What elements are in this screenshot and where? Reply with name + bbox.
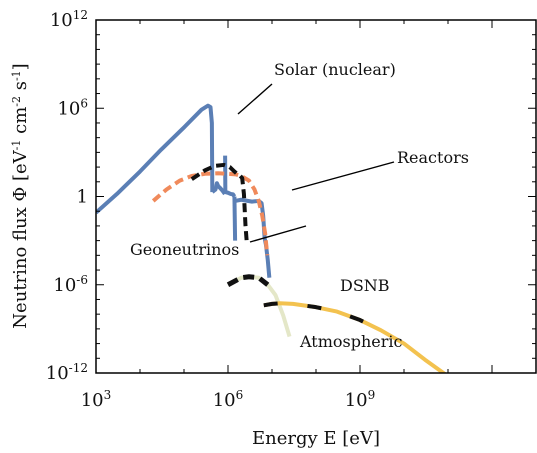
solar-nuclear-series — [96, 103, 272, 278]
geoneutrinos-annotation-arrow — [249, 225, 307, 243]
atmospheric-curve-solid-0 — [263, 301, 447, 373]
x-tick-label-0: 103 — [81, 388, 112, 411]
solar-nuclear-curve-0 — [96, 103, 215, 215]
x-axis-label: Energy E [eV] — [252, 428, 380, 449]
reactors-curve-0 — [151, 171, 270, 256]
solar-nuclear-curve-1 — [211, 181, 227, 196]
dsnb-curve-underlay-0 — [227, 274, 292, 338]
x-tick-label-2: 109 — [345, 388, 376, 411]
y-tick-label-3: 106 — [57, 96, 88, 119]
atmospheric-annotation-label: Atmospheric — [299, 332, 403, 351]
solar-annotation-label: Solar (nuclear) — [274, 60, 396, 79]
geoneutrinos-series — [190, 162, 249, 246]
atmospheric-series — [263, 301, 447, 373]
reactors-annotation-arrow — [291, 161, 395, 191]
x-tick-label-1: 106 — [213, 388, 244, 411]
y-tick-label-4: 1012 — [50, 8, 88, 31]
solar-nuclear-curve-5 — [234, 197, 272, 278]
geoneutrinos-annotation-label: Geoneutrinos — [130, 240, 239, 259]
dsnb-annotation-label: DSNB — [340, 276, 390, 295]
plot-frame — [95, 19, 537, 374]
atmospheric-curve-0 — [263, 301, 382, 333]
y-tick-label-1: 10-6 — [53, 273, 88, 296]
reactors-annotation-label: Reactors — [397, 148, 469, 167]
y-axis-label: Neutrino flux Φ [eV-1 cm-2 s-1] — [10, 63, 32, 328]
solar-nuclear-curve-4 — [232, 196, 238, 241]
geoneutrinos-curve-0 — [190, 162, 249, 246]
dsnb-series — [226, 274, 292, 338]
solar-nuclear-curve-3 — [224, 190, 237, 198]
solar-annotation-arrow — [237, 83, 273, 115]
dsnb-curve-0 — [226, 274, 270, 287]
y-tick-label-2: 1 — [77, 187, 88, 208]
y-tick-label-0: 10-12 — [46, 361, 88, 384]
reactors-series — [151, 171, 270, 256]
